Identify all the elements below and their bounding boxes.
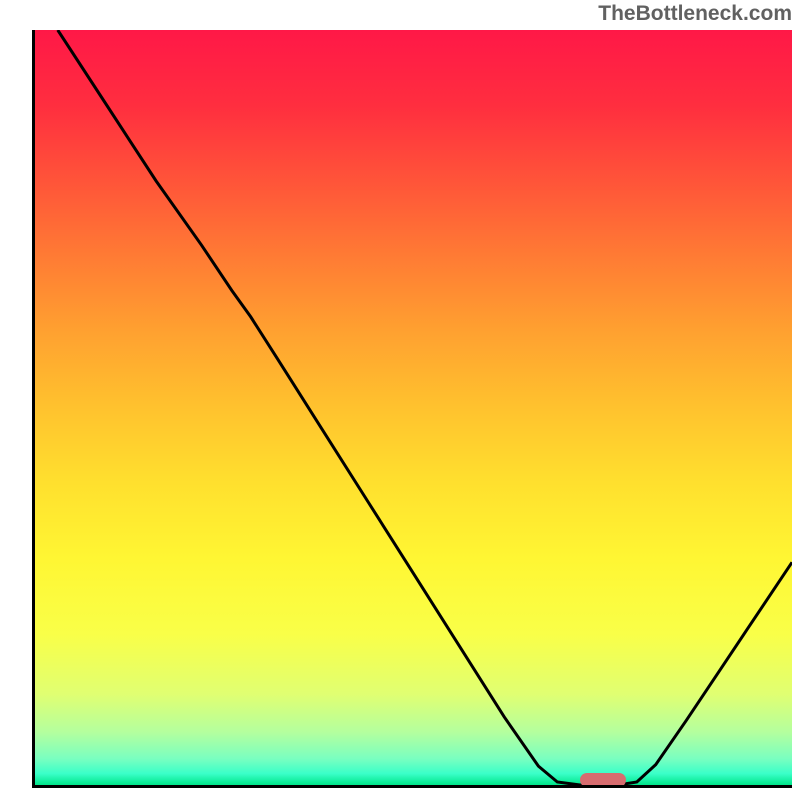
chart-container: TheBottleneck.com (0, 0, 800, 800)
bottleneck-curve (58, 30, 792, 785)
optimal-marker (580, 773, 626, 787)
watermark-text: TheBottleneck.com (598, 2, 792, 26)
curve-layer (35, 30, 792, 785)
plot-area (32, 30, 792, 788)
